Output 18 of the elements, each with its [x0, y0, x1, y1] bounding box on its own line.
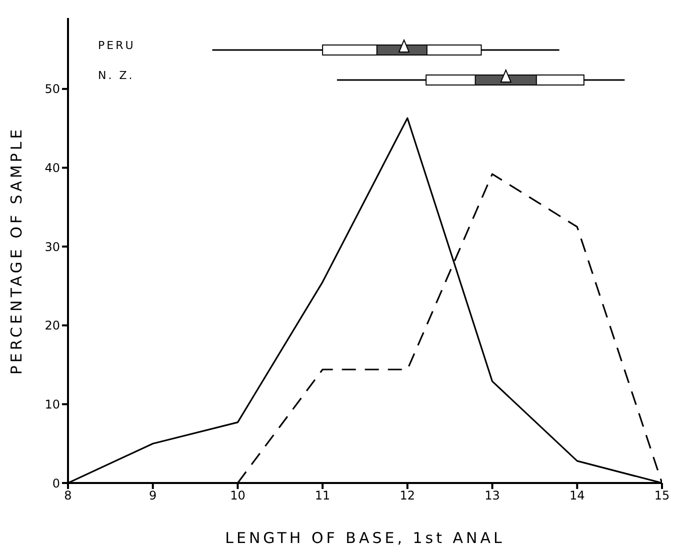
x-tick-label: 15: [654, 488, 670, 503]
x-tick-label: 10: [230, 488, 246, 503]
x-axis-title: LENGTH OF BASE, 1st ANAL: [225, 529, 505, 547]
y-tick-label: PERU: [98, 39, 136, 52]
y-tick-label: 10: [44, 397, 60, 412]
x-tick-label: 12: [400, 488, 416, 503]
y-tick-label: 0: [52, 476, 60, 490]
y-tick-label: 40: [44, 161, 60, 176]
x-tick-label: 13: [484, 488, 500, 503]
x-tick-label: 8: [64, 488, 72, 503]
x-tick-label: 11: [314, 488, 330, 503]
y-axis-title: PERCENTAGE OF SAMPLE: [7, 126, 26, 375]
y-tick-label: 50: [44, 82, 60, 96]
y-tick-label: 20: [44, 318, 60, 333]
x-tick-label: 14: [570, 488, 585, 503]
y-tick-label: N. Z.: [98, 69, 134, 82]
y-tick-label: 30: [44, 240, 60, 254]
x-tick-label: 9: [149, 488, 157, 503]
